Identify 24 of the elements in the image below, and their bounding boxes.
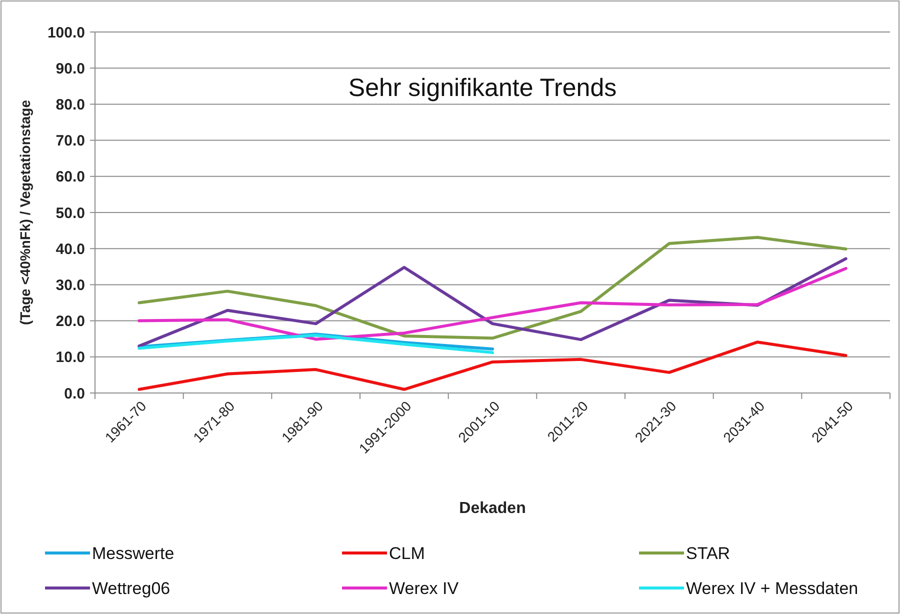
y-tick-label: 50.0 (56, 204, 85, 222)
text: Sehr signifikante Trends (348, 74, 617, 102)
line-series (138, 266, 848, 341)
y-tick-label: 100.0 (47, 24, 85, 42)
legend-label: Werex IV + Messdaten (686, 578, 858, 598)
legend-label: Werex IV (389, 578, 460, 598)
legend-label: CLM (389, 544, 425, 563)
legend-label: Messwerte (92, 544, 174, 563)
y-tick-label: 30.0 (56, 276, 85, 294)
y-tick-label: 60.0 (56, 168, 85, 186)
y-tick-label: 40.0 (56, 240, 85, 258)
line-series (138, 340, 848, 391)
y-tick-label: 90.0 (56, 60, 85, 78)
legend-label: Wettreg06 (92, 578, 170, 598)
legend-label: STAR (686, 544, 730, 563)
x-axis-title: Dekaden (459, 500, 526, 517)
line-series (138, 334, 494, 354)
line-series (138, 236, 848, 340)
y-tick-label: 70.0 (56, 132, 85, 150)
y-tick-label: 10.0 (56, 349, 85, 366)
y-tick-label: 20.0 (56, 313, 85, 330)
y-tick-label: 0.0 (64, 385, 85, 402)
y-tick-label: 80.0 (56, 96, 85, 114)
y-axis-title: (Tage <40%nFk) / Vegetationstage (17, 100, 33, 325)
